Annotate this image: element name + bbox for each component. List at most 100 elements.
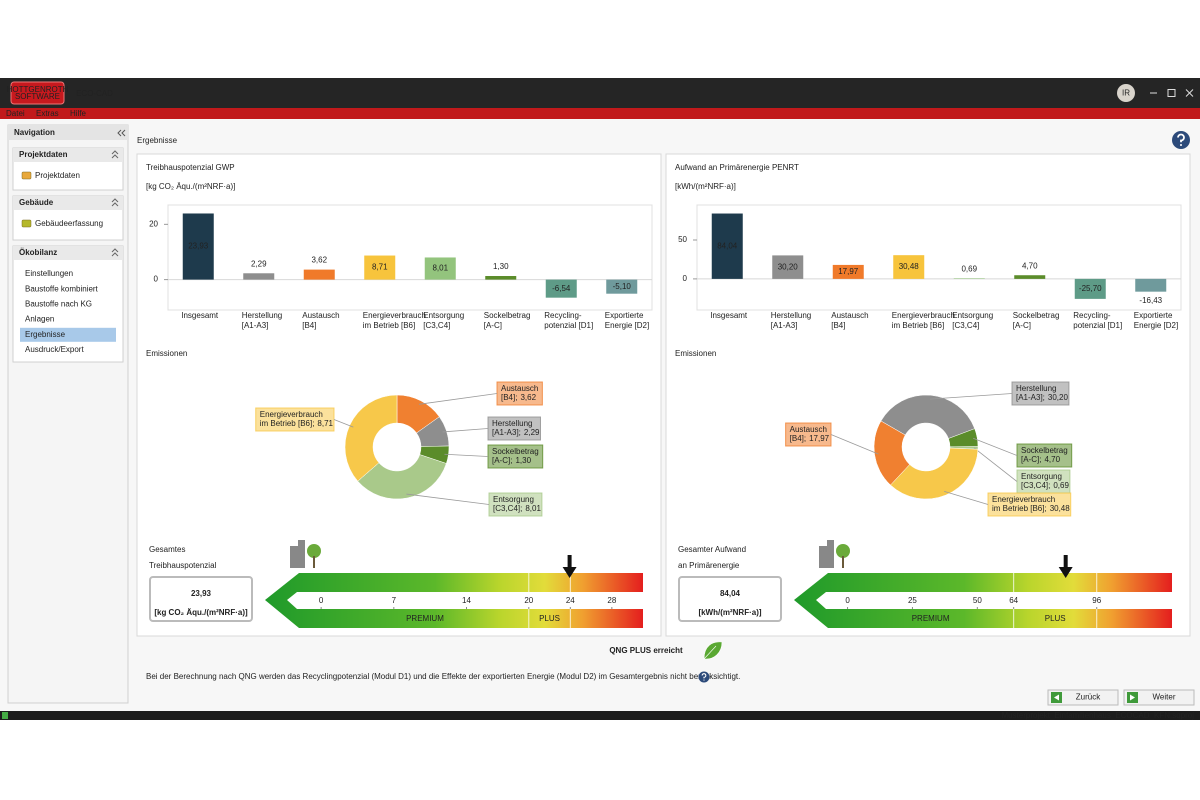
x-category-label: Herstellung [771,311,811,320]
total-value: 23,93 [191,589,212,598]
x-category-label: im Betrieb [B6] [892,321,944,330]
bar [893,255,925,279]
callout-label: Austausch [790,425,827,434]
nav-item-icon [21,171,32,180]
nav-item[interactable]: Anlagen [25,315,54,324]
nav-group-toggle[interactable] [111,248,119,257]
x-category-label: [B4] [302,321,316,330]
menu-bar [0,108,1200,119]
nav-item[interactable]: Baustoffe nach KG [25,300,92,309]
x-category-label: Austausch [831,311,868,320]
nav-item[interactable]: Baustoffe kombiniert [25,284,99,293]
x-category-label: potenzial [D1] [544,321,593,330]
nav-item[interactable]: Ergebnisse [25,330,66,339]
nav-item[interactable]: Projektdaten [35,171,80,180]
x-category-label: [A1-A3] [771,321,798,330]
bar [303,269,335,280]
bar [832,264,864,279]
callout-label: Entsorgung [493,495,534,504]
value-marker [562,555,577,578]
chart-title: Aufwand an Primärenergie PENRT [675,163,799,172]
callout-label-code: [A-C]; [492,456,512,465]
callout-value: 30,48 [1050,504,1071,513]
bar [364,255,396,280]
nav-item[interactable]: Einstellungen [25,269,73,278]
callout-label: Herstellung [492,419,532,428]
callout-value: 17,97 [809,434,830,443]
scale-tick-label: 28 [607,596,616,605]
x-category-label: [A1-A3] [242,321,269,330]
nav-button-label[interactable]: Zurück [1076,693,1101,702]
callout-line [333,419,354,428]
bar-value-label: 23,93 [188,242,209,251]
bar-value-label: 8,01 [432,264,448,273]
building-icon [819,540,834,568]
scale-tick-label: 20 [524,596,533,605]
scale-tick-label: 14 [462,596,471,605]
sidebar-title: Navigation [14,128,55,137]
help-icon-dot [1180,144,1182,146]
maximize-button[interactable] [1167,89,1176,97]
close-button[interactable] [1185,89,1194,97]
bar-value-label: 30,20 [778,262,799,271]
total-box [678,576,782,622]
sidebar-header [8,125,128,140]
x-category-label: Energie [D2] [1134,321,1178,330]
callout-value: 4,70 [1044,455,1060,464]
callout-value: 3,62 [520,393,536,402]
bar [424,257,456,280]
tree-icon [836,544,850,558]
nav-group-title[interactable]: Projektdaten [19,150,68,159]
nav-item[interactable]: Gebäudeerfassung [35,219,103,228]
callout-label: Entsorgung [1021,472,1062,481]
callout-label: Energieverbrauch [992,495,1055,504]
menu-item[interactable]: Datei [6,109,25,118]
menu-item[interactable]: Hilfe [70,109,87,118]
callout-label-code: [A1-A3]; [492,428,521,437]
nav-item[interactable]: Ausdruck/Export [25,345,84,354]
callout-label: Herstellung [1016,384,1056,393]
callout-line [406,493,490,505]
nav-group [12,245,124,363]
y-tick-label: 0 [154,275,159,284]
scale-tick-label: 0 [319,596,324,605]
nav-group-toggle[interactable] [111,150,119,159]
logo-text: HOTTGENROTH [7,85,69,94]
nav-group-header[interactable] [13,196,123,210]
scale-tick-label: 24 [566,596,575,605]
nav-group-header[interactable] [13,148,123,162]
callout-value: 30,20 [1048,393,1069,402]
x-category-label: [C3,C4] [423,321,450,330]
pie-slice [873,420,910,486]
nav-group-title[interactable]: Gebäude [19,198,54,207]
collapse-sidebar[interactable] [117,129,126,137]
page-title: Ergebnisse [137,136,178,145]
building-icon [290,540,305,568]
plot-area [696,204,1182,311]
section-title: Emissionen [146,349,187,358]
nav-group-title[interactable]: Ökobilanz [19,248,57,257]
bar-value-label: 30,48 [899,262,920,271]
nav-group-toggle[interactable] [111,198,119,207]
nav-button[interactable] [1123,689,1195,706]
pie-slice [890,447,979,500]
qng-note: Bei der Berechnung nach QNG werden das R… [146,672,740,681]
nav-button-label[interactable]: Weiter [1153,693,1176,702]
callout-label: im Betrieb [B6]; 8,71 [260,419,334,428]
menu-item[interactable]: Extras [36,109,59,118]
zone-label: PREMIUM [912,614,950,623]
nav-group-header[interactable] [13,246,123,260]
x-category-label: Sockelbetrag [484,311,531,320]
nav-button[interactable] [1047,689,1119,706]
user-avatar[interactable] [1117,84,1135,102]
x-category-label: Sockelbetrag [1013,311,1060,320]
zone-label: PLUS [1045,614,1066,623]
callout-line [973,437,1018,456]
bar-value-label: 17,97 [838,267,859,276]
callout-label-code: im Betrieb [B6]; [992,504,1047,513]
callout-label: [A1-A3]; 2,29 [492,428,540,437]
logo [10,81,65,105]
user-initials[interactable]: IR [1122,89,1130,98]
nav-button-arrow [1054,694,1059,701]
